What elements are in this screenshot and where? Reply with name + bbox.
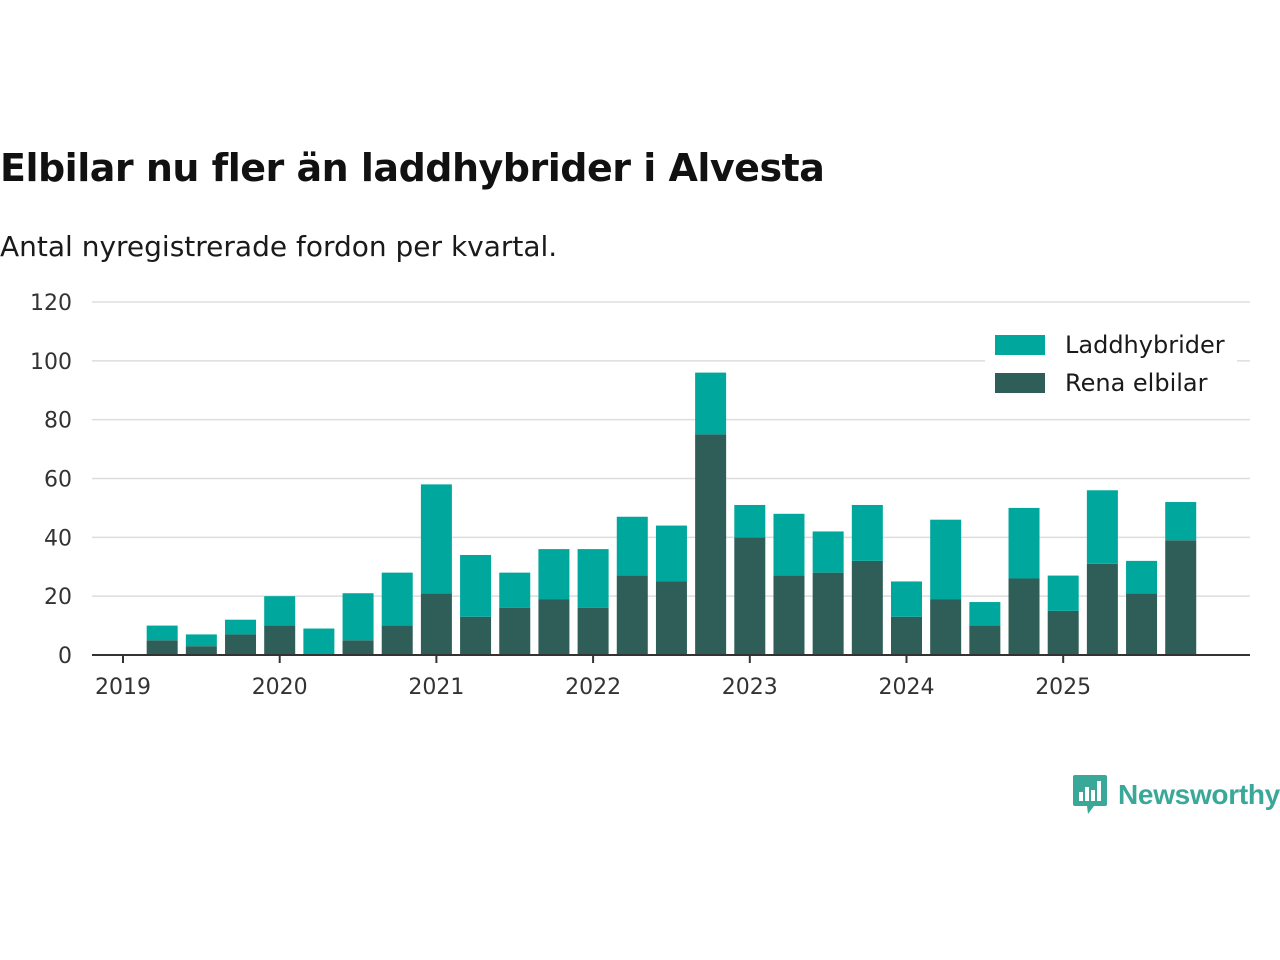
bar-rena-elbilar <box>734 537 766 655</box>
x-tick-label: 2023 <box>722 675 778 700</box>
bar-chart-bubble-icon <box>1073 775 1107 814</box>
chart-title: Elbilar nu fler än laddhybrider i Alvest… <box>0 146 825 190</box>
bar-rena-elbilar <box>655 581 687 655</box>
bar-laddhybrider <box>1165 502 1197 541</box>
bar-rena-elbilar <box>381 625 413 655</box>
bar-rena-elbilar <box>891 616 922 655</box>
legend-swatch-rena-elbilar <box>995 373 1045 393</box>
bar-laddhybrider <box>812 531 844 573</box>
bar-laddhybrider <box>695 372 727 435</box>
bar-rena-elbilar <box>460 616 492 655</box>
legend-item-laddhybrider: Laddhybrider <box>995 326 1225 364</box>
y-tick-label: 40 <box>44 526 72 551</box>
x-tick-label: 2019 <box>95 675 151 700</box>
bar-laddhybrider <box>1008 507 1040 579</box>
legend-item-rena-elbilar: Rena elbilar <box>995 364 1225 402</box>
bar-rena-elbilar <box>538 599 570 655</box>
bar-rena-elbilar <box>342 640 374 655</box>
bar-laddhybrider <box>851 504 883 561</box>
bar-rena-elbilar <box>1126 593 1158 655</box>
x-tick-label: 2025 <box>1035 675 1091 700</box>
bar-rena-elbilar <box>499 607 531 655</box>
legend-label-rena-elbilar: Rena elbilar <box>1065 369 1208 397</box>
bar-laddhybrider <box>577 549 609 608</box>
bar-rena-elbilar <box>812 572 844 655</box>
bar-laddhybrider <box>185 634 217 647</box>
bar-laddhybrider <box>381 572 413 626</box>
bar-rena-elbilar <box>969 625 1001 655</box>
bar-laddhybrider <box>773 513 805 576</box>
y-tick-label: 120 <box>30 291 72 316</box>
bar-rena-elbilar <box>930 599 962 655</box>
chart-subtitle: Antal nyregistrerade fordon per kvartal. <box>0 230 558 263</box>
bar-laddhybrider <box>303 628 335 655</box>
axes: 0 20 40 60 80 100 120 2019 2020 2021 2022 2023 2024 2… <box>30 291 1250 700</box>
bar-rena-elbilar <box>1165 540 1197 655</box>
bar-laddhybrider <box>1047 575 1079 611</box>
bar-laddhybrider <box>538 549 570 600</box>
x-tick-label: 2024 <box>879 675 935 700</box>
bar-laddhybrider <box>891 581 922 617</box>
bar-laddhybrider <box>655 525 687 582</box>
y-tick-label: 100 <box>30 350 72 375</box>
bar-rena-elbilar <box>225 634 257 655</box>
brand-name: Newsworthy <box>1118 779 1280 810</box>
bar-rena-elbilar <box>695 434 727 655</box>
x-tick-label: 2021 <box>408 675 464 700</box>
legend-swatch-laddhybrider <box>995 335 1045 355</box>
bar-laddhybrider <box>616 516 648 576</box>
bar-laddhybrider <box>930 519 962 600</box>
bar-rena-elbilar <box>1047 610 1079 655</box>
bar-laddhybrider <box>499 572 531 608</box>
bar-laddhybrider <box>146 625 178 641</box>
bar-laddhybrider <box>342 593 374 641</box>
bar-rena-elbilar <box>264 625 296 655</box>
x-tick-label: 2020 <box>252 675 308 700</box>
bar-laddhybrider <box>1126 560 1158 594</box>
y-tick-label: 0 <box>58 644 72 669</box>
bar-laddhybrider <box>264 596 296 626</box>
bar-rena-elbilar <box>146 640 178 655</box>
y-tick-label: 80 <box>44 409 72 434</box>
legend: Laddhybrider Rena elbilar <box>985 322 1237 406</box>
bar-rena-elbilar <box>616 575 648 655</box>
bars <box>146 372 1197 655</box>
bar-rena-elbilar <box>851 560 883 655</box>
bar-laddhybrider <box>225 619 257 635</box>
y-tick-label: 20 <box>44 585 72 610</box>
bar-laddhybrider <box>1086 490 1118 564</box>
bar-rena-elbilar <box>1086 563 1118 655</box>
bar-laddhybrider <box>734 504 766 538</box>
brand-logo: Newsworthy <box>1072 774 1280 816</box>
bar-rena-elbilar <box>577 607 609 655</box>
bar-laddhybrider <box>460 554 492 617</box>
x-tick-label: 2022 <box>565 675 621 700</box>
stacked-bar-chart: 0 20 40 60 80 100 120 2019 2020 2021 2022 2023 2024 2… <box>30 291 1250 700</box>
bar-rena-elbilar <box>420 593 452 655</box>
bar-laddhybrider <box>420 484 452 594</box>
bar-rena-elbilar <box>1008 578 1040 655</box>
y-tick-label: 60 <box>44 468 72 493</box>
bar-laddhybrider <box>969 602 1001 626</box>
legend-label-laddhybrider: Laddhybrider <box>1065 331 1225 359</box>
bar-rena-elbilar <box>773 575 805 655</box>
bar-rena-elbilar <box>185 646 217 655</box>
